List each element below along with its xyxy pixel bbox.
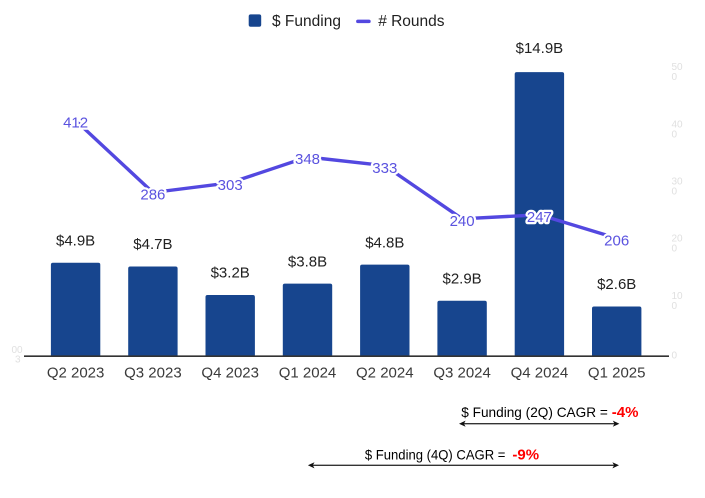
svg-text:0: 0 xyxy=(672,129,678,140)
svg-text:Q2 2023: Q2 2023 xyxy=(47,365,105,382)
svg-text:Q2 2024: Q2 2024 xyxy=(356,365,414,382)
svg-text:0: 0 xyxy=(672,72,678,83)
svg-text:$3.2B: $3.2B xyxy=(211,265,250,282)
svg-text:00: 00 xyxy=(12,345,24,356)
svg-text:$ Funding (4Q) CAGR =: $ Funding (4Q) CAGR = xyxy=(365,447,506,463)
svg-text:Q1 2025: Q1 2025 xyxy=(588,365,646,382)
svg-text:$4.8B: $4.8B xyxy=(365,234,404,251)
svg-text:-9%: -9% xyxy=(512,447,539,464)
svg-text:Q3 2023: Q3 2023 xyxy=(124,365,182,382)
svg-text:Q4 2024: Q4 2024 xyxy=(511,365,569,382)
svg-text:$4.9B: $4.9B xyxy=(56,232,95,249)
svg-text:0: 0 xyxy=(672,244,678,255)
svg-text:$ Funding: $ Funding xyxy=(272,13,341,30)
svg-text:$4.7B: $4.7B xyxy=(133,236,172,253)
svg-text:Q3 2024: Q3 2024 xyxy=(433,365,491,382)
svg-text:$2.9B: $2.9B xyxy=(442,271,481,288)
svg-text:348: 348 xyxy=(295,151,320,168)
svg-text:3: 3 xyxy=(15,354,21,365)
svg-text:412: 412 xyxy=(63,115,88,132)
svg-text:40: 40 xyxy=(672,119,684,130)
svg-text:$3.8B: $3.8B xyxy=(288,253,327,270)
svg-text:20: 20 xyxy=(672,234,684,245)
svg-text:206: 206 xyxy=(604,232,629,249)
svg-text:$14.9B: $14.9B xyxy=(516,40,564,57)
svg-text:303: 303 xyxy=(218,177,243,194)
svg-text:Q1 2024: Q1 2024 xyxy=(279,365,337,382)
svg-text:0: 0 xyxy=(672,301,678,312)
svg-text:$2.6B: $2.6B xyxy=(597,276,636,293)
svg-text:10: 10 xyxy=(672,291,684,302)
svg-text:247: 247 xyxy=(527,209,552,226)
svg-text:0: 0 xyxy=(672,351,678,362)
svg-text:-4%: -4% xyxy=(612,404,639,421)
svg-text:30: 30 xyxy=(672,177,684,188)
svg-text:333: 333 xyxy=(372,160,397,177)
svg-text:240: 240 xyxy=(450,213,475,230)
svg-text:# Rounds: # Rounds xyxy=(378,13,445,30)
svg-text:50: 50 xyxy=(672,62,684,73)
svg-text:286: 286 xyxy=(140,187,165,204)
svg-text:0: 0 xyxy=(672,187,678,198)
svg-text:Q4 2023: Q4 2023 xyxy=(201,365,259,382)
svg-text:$ Funding (2Q) CAGR =: $ Funding (2Q) CAGR = xyxy=(461,404,608,420)
